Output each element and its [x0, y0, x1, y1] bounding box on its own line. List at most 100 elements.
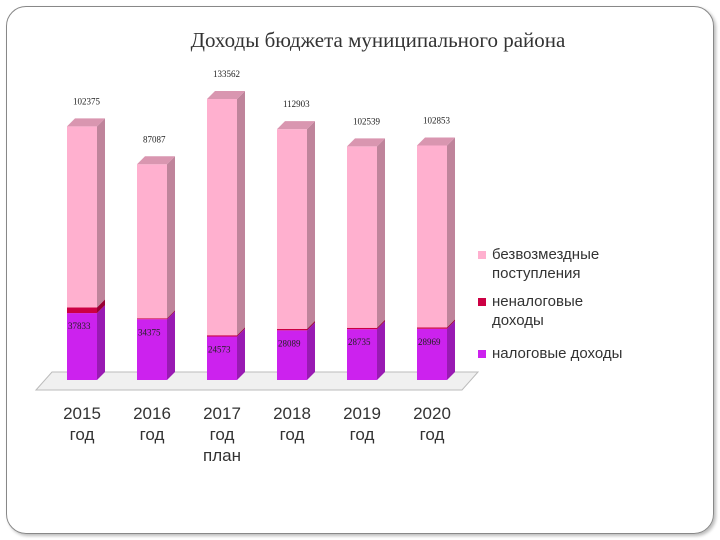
- bar-segment: [417, 137, 455, 328]
- bar-segment: [347, 138, 385, 328]
- bar-front: [417, 328, 447, 380]
- legend-swatch: [478, 251, 486, 259]
- value-label: 37833: [68, 321, 91, 331]
- bar-front: [347, 329, 377, 380]
- bar-segment: [67, 118, 105, 308]
- x-tick-label: 2019 год: [343, 404, 381, 444]
- bar-front: [67, 126, 97, 308]
- bar-front: [207, 99, 237, 336]
- bar-front: [67, 313, 97, 380]
- bar-segment: [67, 305, 105, 380]
- bar-front: [417, 145, 447, 328]
- x-tick-label-line: год: [280, 425, 305, 444]
- legend-label-line: неналоговые: [492, 293, 583, 310]
- bar-side: [447, 319, 455, 329]
- bar-side: [447, 137, 455, 328]
- bar-side: [377, 138, 385, 328]
- bar-side: [97, 299, 105, 314]
- legend-swatch: [478, 350, 486, 358]
- legend-label-line: доходы: [492, 312, 544, 329]
- x-tick-label: 2017 год план: [203, 404, 241, 465]
- bar-top: [347, 138, 385, 147]
- x-tick-label-line: год: [210, 425, 235, 444]
- bar-front: [137, 318, 167, 320]
- bar-front: [137, 319, 167, 380]
- slide-frame: [6, 6, 714, 534]
- floor: [34, 371, 480, 391]
- bar-front: [207, 335, 237, 337]
- legend-label: безвозмездные поступления: [492, 246, 599, 282]
- x-tick-label: 2015 год: [63, 404, 101, 444]
- legend-label-line: поступления: [492, 265, 581, 282]
- value-label: 87087: [143, 134, 166, 144]
- value-label: 102375: [73, 96, 101, 106]
- bar-top: [277, 121, 315, 130]
- value-label: 28089: [278, 338, 301, 348]
- value-label: 28969: [418, 337, 441, 347]
- bar-segment: [137, 310, 175, 320]
- x-tick-label: 2020 год: [413, 404, 451, 444]
- x-tick-label-line: год: [70, 425, 95, 444]
- bar-top: [67, 118, 105, 127]
- bar-side: [97, 118, 105, 308]
- bar-segment: [207, 327, 245, 337]
- legend-label: налоговые доходы: [492, 345, 622, 362]
- bar-side: [167, 311, 175, 380]
- bar-segment: [277, 322, 315, 380]
- x-tick-label-line: 2018: [273, 404, 311, 423]
- x-tick-label: 2016 год: [133, 404, 171, 444]
- bar-segment: [417, 319, 455, 329]
- bar-segment: [347, 321, 385, 380]
- x-tick-label-line: год: [350, 425, 375, 444]
- bar-side: [307, 121, 315, 329]
- bar-side: [377, 321, 385, 380]
- bar-front: [417, 327, 447, 329]
- bar-front: [277, 328, 307, 331]
- bar-segment: [207, 91, 245, 336]
- value-label: 112903: [283, 99, 310, 109]
- bar-side: [167, 156, 175, 319]
- bar-side: [97, 305, 105, 380]
- bar-side: [447, 320, 455, 380]
- bar-front: [137, 164, 167, 319]
- bar-front: [277, 330, 307, 380]
- value-label: 34375: [138, 327, 161, 337]
- x-tick-label-line: 2015: [63, 404, 101, 423]
- x-tick-label-line: год: [140, 425, 165, 444]
- bar-side: [307, 320, 315, 331]
- value-label: 102539: [353, 116, 381, 126]
- bar-front: [67, 307, 97, 314]
- x-tick-label-line: 2019: [343, 404, 381, 423]
- value-label: 24573: [208, 345, 231, 355]
- bar-segment: [347, 319, 385, 330]
- bar-side: [307, 322, 315, 380]
- bar-front: [207, 336, 237, 380]
- x-tick-label-line: 2017: [203, 404, 241, 423]
- legend-swatch: [478, 298, 486, 306]
- bar-segment: [417, 320, 455, 380]
- bar-side: [237, 328, 245, 380]
- value-label: 133562: [213, 69, 240, 79]
- bar-top: [137, 156, 175, 165]
- bar-front: [277, 129, 307, 329]
- x-tick-label: 2018 год: [273, 404, 311, 444]
- bar-segment: [277, 320, 315, 331]
- bar-segment: [207, 328, 245, 380]
- legend-label: неналоговые доходы: [492, 293, 583, 329]
- bar-side: [167, 310, 175, 320]
- value-label: 28735: [348, 337, 371, 347]
- bar-side: [377, 319, 385, 330]
- value-label: 102853: [423, 116, 451, 126]
- bar-top: [207, 91, 245, 100]
- x-tick-label-line: 2016: [133, 404, 171, 423]
- x-tick-label-line: план: [203, 446, 241, 465]
- legend-label-line: безвозмездные: [492, 246, 599, 263]
- chart-title: Доходы бюджета муниципального района: [191, 28, 566, 52]
- bar-side: [237, 327, 245, 337]
- bar-segment: [137, 156, 175, 319]
- x-tick-label-line: 2020: [413, 404, 451, 423]
- bar-segment: [137, 311, 175, 380]
- bar-front: [347, 327, 377, 330]
- x-tick-label-line: год: [420, 425, 445, 444]
